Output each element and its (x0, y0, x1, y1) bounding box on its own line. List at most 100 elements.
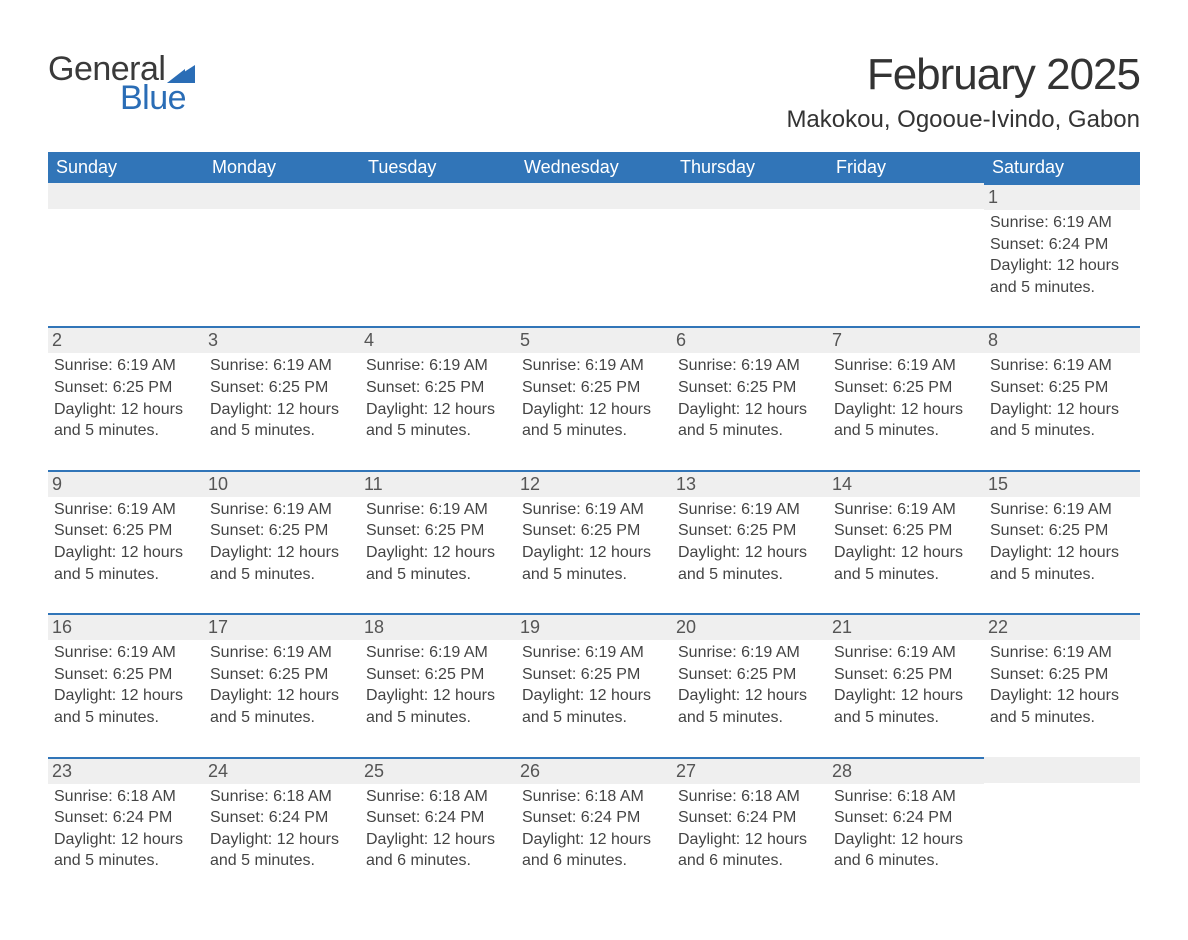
day-info: Sunrise: 6:19 AMSunset: 6:25 PMDaylight:… (834, 642, 978, 728)
day-info: Sunrise: 6:19 AMSunset: 6:24 PMDaylight:… (990, 212, 1134, 298)
day-number: 18 (360, 615, 516, 640)
daylight-text: Daylight: 12 hours and 5 minutes. (210, 829, 354, 872)
day-number: 1 (984, 185, 1140, 210)
sunrise-text: Sunrise: 6:19 AM (210, 355, 354, 377)
calendar-day-cell: 27Sunrise: 6:18 AMSunset: 6:24 PMDayligh… (672, 757, 828, 900)
calendar-day-cell (48, 183, 204, 326)
day-info: Sunrise: 6:19 AMSunset: 6:25 PMDaylight:… (54, 642, 198, 728)
daylight-text: Daylight: 12 hours and 6 minutes. (522, 829, 666, 872)
calendar-day-cell: 6Sunrise: 6:19 AMSunset: 6:25 PMDaylight… (672, 326, 828, 469)
sunrise-text: Sunrise: 6:19 AM (522, 355, 666, 377)
sunrise-text: Sunrise: 6:19 AM (678, 642, 822, 664)
sunset-text: Sunset: 6:25 PM (678, 520, 822, 542)
day-number (516, 183, 672, 209)
daylight-text: Daylight: 12 hours and 5 minutes. (54, 399, 198, 442)
calendar-day-cell: 10Sunrise: 6:19 AMSunset: 6:25 PMDayligh… (204, 470, 360, 613)
sunset-text: Sunset: 6:25 PM (678, 664, 822, 686)
daylight-text: Daylight: 12 hours and 5 minutes. (678, 399, 822, 442)
location: Makokou, Ogooue-Ivindo, Gabon (786, 106, 1140, 134)
day-info: Sunrise: 6:19 AMSunset: 6:25 PMDaylight:… (678, 642, 822, 728)
day-info: Sunrise: 6:19 AMSunset: 6:25 PMDaylight:… (834, 355, 978, 441)
day-info: Sunrise: 6:19 AMSunset: 6:25 PMDaylight:… (990, 642, 1134, 728)
day-number: 24 (204, 759, 360, 784)
day-info: Sunrise: 6:19 AMSunset: 6:25 PMDaylight:… (210, 355, 354, 441)
daylight-text: Daylight: 12 hours and 5 minutes. (522, 542, 666, 585)
daylight-text: Daylight: 12 hours and 5 minutes. (990, 255, 1134, 298)
sunrise-text: Sunrise: 6:19 AM (990, 499, 1134, 521)
day-number: 11 (360, 472, 516, 497)
daylight-text: Daylight: 12 hours and 6 minutes. (678, 829, 822, 872)
daylight-text: Daylight: 12 hours and 5 minutes. (522, 399, 666, 442)
sunset-text: Sunset: 6:25 PM (990, 664, 1134, 686)
calendar-day-cell (516, 183, 672, 326)
daylight-text: Daylight: 12 hours and 5 minutes. (54, 685, 198, 728)
daylight-text: Daylight: 12 hours and 6 minutes. (834, 829, 978, 872)
weekday-header: Friday (828, 152, 984, 183)
sunset-text: Sunset: 6:25 PM (522, 664, 666, 686)
calendar-day-cell: 20Sunrise: 6:19 AMSunset: 6:25 PMDayligh… (672, 613, 828, 756)
calendar-day-cell: 2Sunrise: 6:19 AMSunset: 6:25 PMDaylight… (48, 326, 204, 469)
logo: General Blue (48, 50, 195, 118)
calendar-day-cell: 15Sunrise: 6:19 AMSunset: 6:25 PMDayligh… (984, 470, 1140, 613)
day-number: 14 (828, 472, 984, 497)
day-number: 2 (48, 328, 204, 353)
sunset-text: Sunset: 6:25 PM (54, 520, 198, 542)
sunset-text: Sunset: 6:25 PM (210, 520, 354, 542)
day-number (828, 183, 984, 209)
daylight-text: Daylight: 12 hours and 5 minutes. (522, 685, 666, 728)
weekday-header: Monday (204, 152, 360, 183)
calendar-day-cell: 3Sunrise: 6:19 AMSunset: 6:25 PMDaylight… (204, 326, 360, 469)
calendar-day-cell: 25Sunrise: 6:18 AMSunset: 6:24 PMDayligh… (360, 757, 516, 900)
day-number: 27 (672, 759, 828, 784)
calendar-table: Sunday Monday Tuesday Wednesday Thursday… (48, 152, 1140, 900)
month-title: February 2025 (786, 50, 1140, 100)
calendar-day-cell: 13Sunrise: 6:19 AMSunset: 6:25 PMDayligh… (672, 470, 828, 613)
sunrise-text: Sunrise: 6:19 AM (990, 212, 1134, 234)
sunrise-text: Sunrise: 6:18 AM (678, 786, 822, 808)
day-number: 13 (672, 472, 828, 497)
sunset-text: Sunset: 6:25 PM (522, 377, 666, 399)
day-number: 26 (516, 759, 672, 784)
sunrise-text: Sunrise: 6:19 AM (366, 642, 510, 664)
day-number: 22 (984, 615, 1140, 640)
day-info: Sunrise: 6:18 AMSunset: 6:24 PMDaylight:… (366, 786, 510, 872)
daylight-text: Daylight: 12 hours and 5 minutes. (678, 542, 822, 585)
day-number (48, 183, 204, 209)
calendar-day-cell: 7Sunrise: 6:19 AMSunset: 6:25 PMDaylight… (828, 326, 984, 469)
daylight-text: Daylight: 12 hours and 5 minutes. (678, 685, 822, 728)
sunrise-text: Sunrise: 6:19 AM (54, 499, 198, 521)
daylight-text: Daylight: 12 hours and 5 minutes. (366, 685, 510, 728)
logo-text-blue: Blue (120, 79, 195, 118)
day-number: 15 (984, 472, 1140, 497)
title-block: February 2025 Makokou, Ogooue-Ivindo, Ga… (786, 50, 1140, 134)
sunrise-text: Sunrise: 6:18 AM (522, 786, 666, 808)
sunrise-text: Sunrise: 6:19 AM (678, 355, 822, 377)
sunrise-text: Sunrise: 6:19 AM (678, 499, 822, 521)
sunrise-text: Sunrise: 6:19 AM (54, 642, 198, 664)
day-info: Sunrise: 6:19 AMSunset: 6:25 PMDaylight:… (54, 355, 198, 441)
sunrise-text: Sunrise: 6:19 AM (522, 642, 666, 664)
calendar-day-cell: 12Sunrise: 6:19 AMSunset: 6:25 PMDayligh… (516, 470, 672, 613)
sunrise-text: Sunrise: 6:19 AM (834, 499, 978, 521)
sunrise-text: Sunrise: 6:19 AM (522, 499, 666, 521)
sunrise-text: Sunrise: 6:19 AM (990, 642, 1134, 664)
calendar-day-cell: 21Sunrise: 6:19 AMSunset: 6:25 PMDayligh… (828, 613, 984, 756)
day-info: Sunrise: 6:19 AMSunset: 6:25 PMDaylight:… (54, 499, 198, 585)
sunset-text: Sunset: 6:24 PM (990, 234, 1134, 256)
sunset-text: Sunset: 6:25 PM (990, 377, 1134, 399)
calendar-day-cell: 24Sunrise: 6:18 AMSunset: 6:24 PMDayligh… (204, 757, 360, 900)
daylight-text: Daylight: 12 hours and 5 minutes. (54, 829, 198, 872)
sunset-text: Sunset: 6:25 PM (522, 520, 666, 542)
calendar-day-cell: 23Sunrise: 6:18 AMSunset: 6:24 PMDayligh… (48, 757, 204, 900)
day-number: 21 (828, 615, 984, 640)
sunset-text: Sunset: 6:25 PM (54, 664, 198, 686)
day-number: 16 (48, 615, 204, 640)
daylight-text: Daylight: 12 hours and 5 minutes. (366, 399, 510, 442)
day-number: 20 (672, 615, 828, 640)
daylight-text: Daylight: 12 hours and 5 minutes. (990, 685, 1134, 728)
calendar-day-cell: 19Sunrise: 6:19 AMSunset: 6:25 PMDayligh… (516, 613, 672, 756)
day-number (204, 183, 360, 209)
calendar-day-cell: 28Sunrise: 6:18 AMSunset: 6:24 PMDayligh… (828, 757, 984, 900)
page-header: General Blue February 2025 Makokou, Ogoo… (48, 50, 1140, 134)
sunset-text: Sunset: 6:25 PM (834, 520, 978, 542)
